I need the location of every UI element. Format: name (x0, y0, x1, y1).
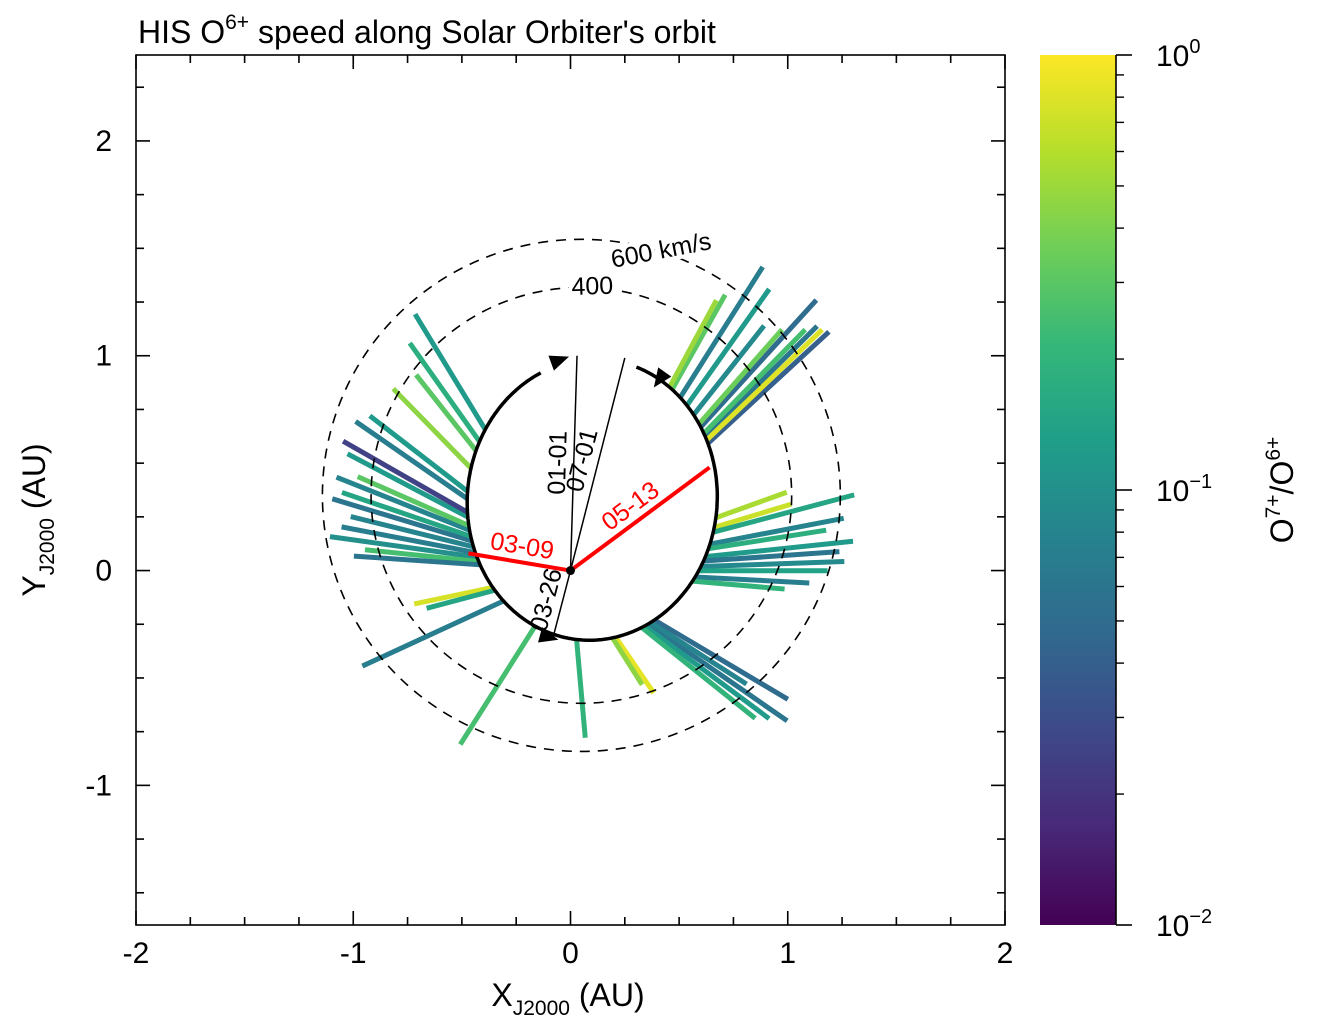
orbit-path (465, 365, 720, 642)
sun-marker (566, 566, 575, 576)
wind-ray (684, 287, 772, 407)
wind-ray (341, 524, 476, 556)
wind-ray (708, 527, 827, 552)
wind-ray (694, 574, 810, 586)
orbit-direction-arrow (548, 355, 570, 371)
date-marker-line (569, 357, 626, 571)
wind-ray (354, 419, 469, 501)
wind-ray (412, 312, 488, 431)
wind-ray (329, 534, 478, 560)
wind-ray (702, 327, 808, 436)
speed-ring (370, 286, 793, 705)
wind-ray (368, 413, 470, 494)
wind-ray (613, 635, 656, 695)
wind-ray (414, 373, 478, 453)
wind-ray (704, 327, 824, 442)
x-tick-label: -2 (123, 937, 150, 970)
colorbar-tick-label: 100 (1156, 36, 1201, 73)
wind-ray (643, 623, 771, 721)
orbit-arrowhead (653, 367, 672, 388)
orbit-arrowhead (538, 627, 559, 643)
date-marker-line (468, 551, 571, 573)
wind-ray (413, 584, 494, 607)
colorbar-fill (1040, 55, 1116, 925)
wind-ray (391, 386, 473, 471)
colorbar: 100 10−1 10−2 (1040, 36, 1212, 943)
colorbar-tick-label: 10−1 (1156, 471, 1212, 508)
wind-ray (649, 620, 748, 687)
wind-ray (353, 553, 481, 568)
wind-ray (364, 547, 479, 565)
wind-ray (361, 598, 505, 669)
colorbar-label: O7+/O6+ (1262, 437, 1300, 544)
wind-ray (705, 538, 854, 560)
y-tick-label: 2 (95, 125, 112, 158)
wind-rays (329, 265, 855, 746)
x-tick-label: 0 (562, 937, 579, 970)
wind-ray (646, 622, 789, 723)
speed-ring (321, 238, 842, 753)
y-tick-label: 0 (95, 555, 112, 588)
x-tick-label: -1 (340, 937, 367, 970)
date-marker-line (552, 570, 572, 638)
x-axis-label: XJ2000 (AU) (491, 977, 644, 1020)
y-tick-label: 1 (95, 340, 112, 373)
wind-ray (712, 492, 855, 535)
wind-ray (407, 341, 482, 444)
orbit-direction-arrow (653, 367, 672, 388)
speed-ring-label: 400 (571, 272, 614, 301)
wind-ray (669, 293, 728, 391)
wind-ray (341, 439, 469, 515)
wind-ray (640, 625, 757, 721)
orbit-direction-arrow (538, 627, 559, 643)
x-tick-label: 1 (779, 937, 796, 970)
wind-ray (706, 329, 831, 446)
wind-ray (610, 636, 645, 687)
date-marker-line (569, 355, 578, 571)
wind-ray (356, 474, 470, 528)
wind-ray (350, 514, 475, 550)
x-tick-label: 2 (997, 937, 1014, 970)
wind-ray (335, 474, 471, 533)
date-marker-label: 01-01 (543, 430, 573, 495)
wind-ray (715, 489, 788, 521)
wind-ray (709, 515, 845, 547)
wind-ray (331, 496, 473, 544)
wind-ray (574, 639, 588, 738)
wind-ray (425, 587, 496, 611)
orbit-arrowhead (548, 355, 570, 371)
wind-ray (346, 451, 469, 520)
wind-ray (703, 549, 840, 564)
y-tick-label: -1 (85, 769, 112, 802)
wind-ray (678, 265, 765, 399)
orbit-line (465, 365, 720, 642)
wind-ray (700, 559, 845, 570)
wind-ray (697, 327, 784, 426)
wind-ray (703, 324, 819, 439)
plot-axes: -2 -1 0 1 2 -1 0 1 2 (85, 54, 1014, 970)
wind-ray (713, 501, 792, 530)
wind-ray (698, 298, 819, 429)
date-marker-label: 03-26 (525, 565, 568, 634)
colorbar-tick-label: 10−2 (1156, 906, 1212, 943)
wind-ray (691, 324, 767, 417)
wind-ray (653, 617, 790, 702)
y-axis-label: YJ2000 (AU) (16, 443, 59, 596)
wind-ray (341, 490, 472, 539)
wind-ray (667, 298, 719, 389)
date-marker-line (569, 465, 711, 573)
chart-title: HIS O6+ speed along Solar Orbiter's orbi… (138, 11, 716, 50)
